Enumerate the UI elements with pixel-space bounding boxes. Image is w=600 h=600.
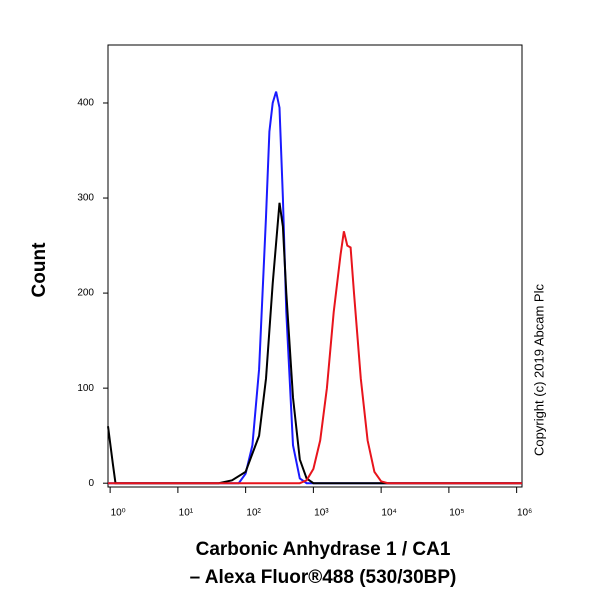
x-axis-label: – Alexa Fluor®488 (530/30BP)	[190, 567, 457, 588]
x-tick-label: 10⁰	[111, 508, 126, 519]
series-line	[108, 91, 522, 485]
y-tick-label: 0	[88, 478, 94, 489]
y-tick-label: 100	[77, 383, 94, 394]
x-axis-label: Carbonic Anhydrase 1 / CA1	[196, 539, 451, 560]
y-tick-label: 200	[77, 288, 94, 299]
y-tick-label: 400	[77, 98, 94, 109]
x-tick-label: 10⁶	[517, 508, 532, 519]
x-tick-label: 10²	[246, 508, 261, 519]
y-axis-label: Count	[29, 242, 50, 298]
plot-frame	[107, 44, 523, 488]
x-tick-label: 10⁴	[381, 508, 396, 519]
x-tick-label: 10³	[314, 508, 329, 519]
series-line	[107, 202, 522, 485]
series-line	[108, 231, 522, 485]
x-tick-label: 10¹	[179, 508, 194, 519]
y-tick-label: 300	[77, 193, 94, 204]
copyright: Copyright (c) 2019 Abcam Plc	[531, 284, 546, 456]
x-tick-label: 10⁵	[449, 508, 464, 519]
